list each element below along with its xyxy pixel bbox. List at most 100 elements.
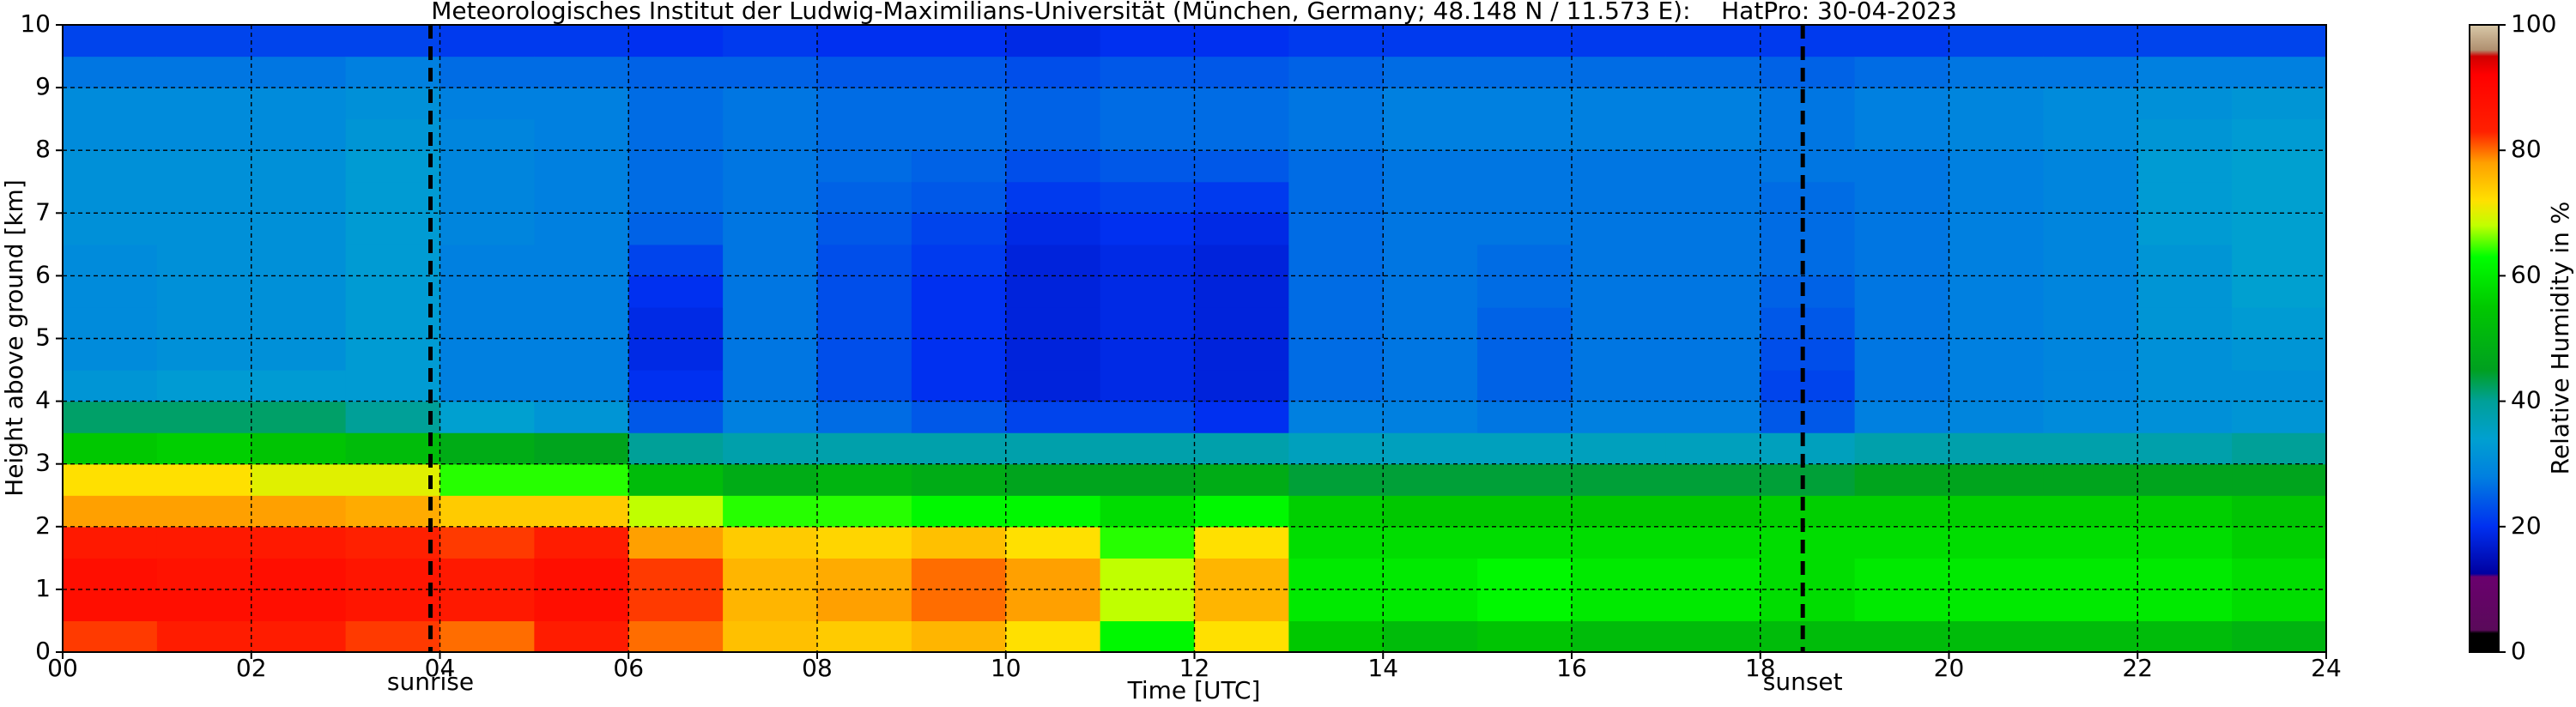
heatmap-cell [628,306,724,340]
heatmap-cell [1760,118,1856,151]
heatmap-cell [1949,181,2044,214]
heatmap-cell [439,275,535,308]
heatmap-cell [1005,56,1101,88]
heatmap-cell [345,370,441,402]
heatmap-cell [2043,181,2138,214]
heatmap-cell [251,306,347,340]
heatmap-cell [251,118,347,151]
heatmap-cell [1572,495,1667,528]
heatmap-cell [1288,150,1384,183]
heatmap-cell [439,526,535,559]
heatmap-cell [1665,25,1761,57]
heatmap-cell [1194,558,1289,590]
heatmap-cell [345,306,441,340]
heatmap-cell [1665,88,1761,120]
heatmap-cell [439,181,535,214]
heatmap-cell [439,589,535,622]
heatmap-cell [2137,88,2233,120]
heatmap-cell [1005,213,1101,245]
heatmap-cell [1760,25,1856,57]
x-tick-label: 12 [1179,654,1210,682]
y-tick-label: 4 [35,386,51,414]
heatmap-cell [628,432,724,465]
heatmap-cell [628,620,724,653]
heatmap-cell [156,275,252,308]
heatmap-cell [1383,213,1478,245]
heatmap-cell [251,338,347,371]
heatmap-cell [1005,244,1101,276]
heatmap-cell [534,275,629,308]
heatmap-cell [1949,213,2044,245]
heatmap-cell [723,432,818,465]
heatmap-cell [1288,181,1384,214]
heatmap-cell [1194,181,1289,214]
heatmap-cell [817,338,912,371]
heatmap-cell [1572,88,1667,120]
heatmap-cell [1572,432,1667,465]
heatmap-cell [1760,338,1856,371]
heatmap-cell [628,463,724,496]
heatmap-cell [345,589,441,622]
heatmap-cell [63,275,158,308]
heatmap-cell [1477,306,1573,340]
heatmap-cell [723,275,818,308]
heatmap-cell [63,244,158,276]
heatmap-cell [439,244,535,276]
heatmap-cell [156,463,252,496]
heatmap-cell [1288,244,1384,276]
heatmap-cell [1665,150,1761,183]
heatmap-cell [156,432,252,465]
heatmap-cell [1005,526,1101,559]
heatmap-cell [1288,88,1384,120]
heatmap-cell [2137,275,2233,308]
heatmap-cell [63,589,158,622]
heatmap-cell [1665,338,1761,371]
heatmap-cell [1854,25,1950,57]
heatmap-cell [1854,275,1950,308]
heatmap-cell [63,463,158,496]
heatmap-cell [1665,495,1761,528]
heatmap-cell [1100,118,1196,151]
heatmap-cell [817,526,912,559]
heatmap-cell [1949,620,2044,653]
y-tick-label: 10 [20,9,51,38]
heatmap-cell [2232,275,2327,308]
y-tick-label: 2 [35,511,51,540]
heatmap-cell [439,401,535,433]
heatmap-cell [1477,181,1573,214]
heatmap-cell [439,463,535,496]
heatmap-cell [1383,401,1478,433]
x-axis-label: Time [UTC] [1127,676,1261,704]
heatmap-cell [2043,275,2138,308]
heatmap-cell [1665,56,1761,88]
heatmap-cell [628,213,724,245]
heatmap-cell [251,589,347,622]
heatmap-cell [2232,213,2327,245]
x-tick-label: 02 [236,654,267,682]
heatmap-cell [2043,589,2138,622]
heatmap-cell [1383,88,1478,120]
heatmap-cell [911,118,1007,151]
heatmap-cell [1005,25,1101,57]
heatmap-cell [1665,526,1761,559]
heatmap-cell [911,558,1007,590]
heatmap-cell [817,118,912,151]
heatmap-cell [1665,432,1761,465]
heatmap-cell [2043,526,2138,559]
heatmap-cell [911,181,1007,214]
heatmap-cell [1949,463,2044,496]
colorbar-label: Relative Humidity in % [2546,202,2574,475]
heatmap-cell [2232,620,2327,653]
heatmap-cell [2232,463,2327,496]
heatmap-cell [1005,432,1101,465]
heatmap-cell [534,150,629,183]
heatmap-cell [628,338,724,371]
heatmap-cell [156,244,252,276]
heatmap-cell [628,88,724,120]
y-tick-label: 6 [35,260,51,288]
heatmap-cell [1194,275,1289,308]
heatmap-cell [1288,370,1384,402]
heatmap-cell [911,25,1007,57]
heatmap-cell [723,558,818,590]
heatmap-cell [439,213,535,245]
